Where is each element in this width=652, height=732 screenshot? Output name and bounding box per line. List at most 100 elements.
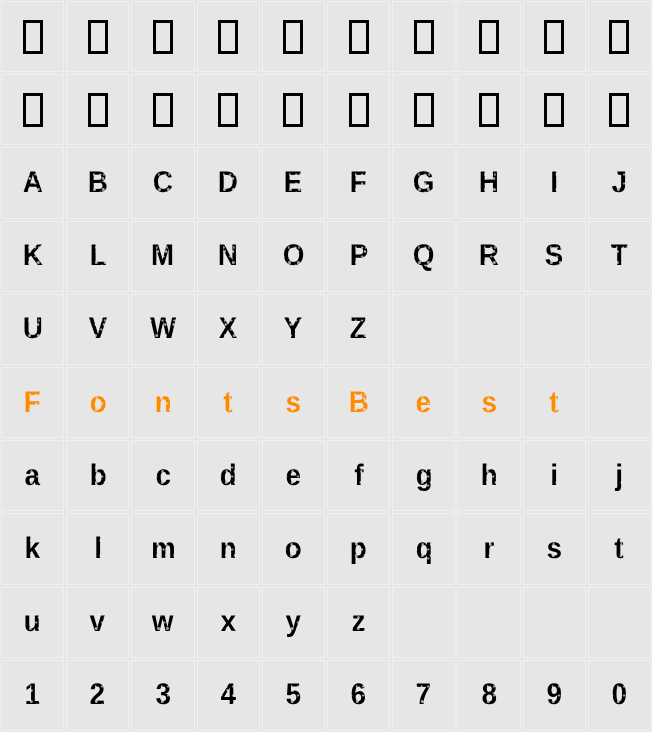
charmap-cell[interactable]: z (327, 587, 390, 658)
charmap-cell[interactable]: s (457, 367, 520, 438)
charmap-cell[interactable]: S (523, 221, 586, 292)
charmap-cell[interactable] (523, 587, 586, 658)
charmap-cell[interactable]: e (262, 440, 325, 511)
charmap-cell[interactable]: y (262, 587, 325, 658)
charmap-cell[interactable] (392, 294, 455, 365)
charmap-cell[interactable]: u (1, 587, 64, 658)
charmap-cell[interactable] (327, 74, 390, 145)
charmap-cell[interactable] (588, 1, 651, 72)
charmap-cell[interactable] (1, 74, 64, 145)
charmap-cell[interactable]: p (327, 513, 390, 584)
charmap-cell[interactable] (523, 74, 586, 145)
charmap-cell[interactable]: e (392, 367, 455, 438)
charmap-cell[interactable]: F (1, 367, 64, 438)
charmap-cell[interactable]: x (197, 587, 260, 658)
charmap-cell[interactable]: B (327, 367, 390, 438)
charmap-cell[interactable]: v (66, 587, 129, 658)
charmap-cell[interactable]: I (523, 147, 586, 218)
charmap-cell[interactable] (523, 1, 586, 72)
charmap-cell[interactable] (588, 587, 651, 658)
charmap-cell[interactable]: g (392, 440, 455, 511)
charmap-cell[interactable] (262, 74, 325, 145)
charmap-cell[interactable]: Z (327, 294, 390, 365)
charmap-cell[interactable]: 9 (523, 660, 586, 731)
charmap-cell[interactable]: c (131, 440, 194, 511)
charmap-cell[interactable]: a (1, 440, 64, 511)
charmap-cell[interactable]: q (392, 513, 455, 584)
charmap-cell[interactable] (392, 587, 455, 658)
charmap-cell[interactable] (131, 74, 194, 145)
charmap-cell[interactable] (588, 294, 651, 365)
charmap-cell[interactable]: C (131, 147, 194, 218)
charmap-cell[interactable]: f (327, 440, 390, 511)
charmap-cell[interactable]: t (588, 513, 651, 584)
charmap-cell[interactable]: 6 (327, 660, 390, 731)
charmap-cell[interactable]: r (457, 513, 520, 584)
charmap-cell[interactable]: k (1, 513, 64, 584)
charmap-cell[interactable]: 1 (1, 660, 64, 731)
charmap-cell[interactable]: t (523, 367, 586, 438)
charmap-cell[interactable]: d (197, 440, 260, 511)
charmap-cell[interactable]: 8 (457, 660, 520, 731)
charmap-cell[interactable]: 7 (392, 660, 455, 731)
charmap-cell[interactable]: o (262, 513, 325, 584)
charmap-cell[interactable]: A (1, 147, 64, 218)
charmap-cell[interactable] (523, 294, 586, 365)
charmap-cell[interactable] (457, 1, 520, 72)
charmap-cell[interactable]: O (262, 221, 325, 292)
charmap-cell[interactable] (66, 74, 129, 145)
charmap-cell[interactable] (392, 1, 455, 72)
charmap-cell[interactable] (588, 74, 651, 145)
charmap-cell[interactable]: Q (392, 221, 455, 292)
charmap-cell[interactable] (1, 1, 64, 72)
charmap-cell[interactable] (66, 1, 129, 72)
charmap-cell[interactable]: 2 (66, 660, 129, 731)
charmap-cell[interactable]: j (588, 440, 651, 511)
charmap-cell[interactable] (392, 74, 455, 145)
charmap-cell[interactable] (457, 74, 520, 145)
charmap-cell[interactable]: N (197, 221, 260, 292)
charmap-cell[interactable]: Y (262, 294, 325, 365)
charmap-cell[interactable]: l (66, 513, 129, 584)
charmap-cell[interactable] (197, 1, 260, 72)
charmap-cell[interactable] (457, 294, 520, 365)
charmap-cell[interactable]: H (457, 147, 520, 218)
charmap-cell[interactable]: L (66, 221, 129, 292)
charmap-cell[interactable]: M (131, 221, 194, 292)
charmap-cell[interactable]: U (1, 294, 64, 365)
charmap-cell[interactable]: m (131, 513, 194, 584)
charmap-cell[interactable]: t (197, 367, 260, 438)
charmap-cell[interactable] (262, 1, 325, 72)
charmap-cell[interactable]: F (327, 147, 390, 218)
charmap-cell[interactable]: n (197, 513, 260, 584)
charmap-cell[interactable]: i (523, 440, 586, 511)
charmap-cell[interactable]: B (66, 147, 129, 218)
charmap-cell[interactable]: n (131, 367, 194, 438)
charmap-cell[interactable]: D (197, 147, 260, 218)
charmap-cell[interactable]: K (1, 221, 64, 292)
charmap-cell[interactable]: s (523, 513, 586, 584)
charmap-cell[interactable]: 0 (588, 660, 651, 731)
charmap-cell[interactable]: h (457, 440, 520, 511)
charmap-cell[interactable]: 3 (131, 660, 194, 731)
charmap-cell[interactable] (327, 1, 390, 72)
charmap-cell[interactable]: J (588, 147, 651, 218)
charmap-cell[interactable]: P (327, 221, 390, 292)
charmap-cell[interactable]: s (262, 367, 325, 438)
charmap-cell[interactable] (588, 367, 651, 438)
charmap-cell[interactable]: V (66, 294, 129, 365)
charmap-cell[interactable] (131, 1, 194, 72)
charmap-cell[interactable]: X (197, 294, 260, 365)
charmap-cell[interactable]: 4 (197, 660, 260, 731)
charmap-cell[interactable] (197, 74, 260, 145)
charmap-cell[interactable]: b (66, 440, 129, 511)
charmap-cell[interactable]: W (131, 294, 194, 365)
charmap-cell[interactable]: w (131, 587, 194, 658)
charmap-cell[interactable]: T (588, 221, 651, 292)
charmap-cell[interactable]: E (262, 147, 325, 218)
charmap-cell[interactable]: G (392, 147, 455, 218)
charmap-cell[interactable]: 5 (262, 660, 325, 731)
charmap-cell[interactable]: R (457, 221, 520, 292)
charmap-cell[interactable]: o (66, 367, 129, 438)
charmap-cell[interactable] (457, 587, 520, 658)
